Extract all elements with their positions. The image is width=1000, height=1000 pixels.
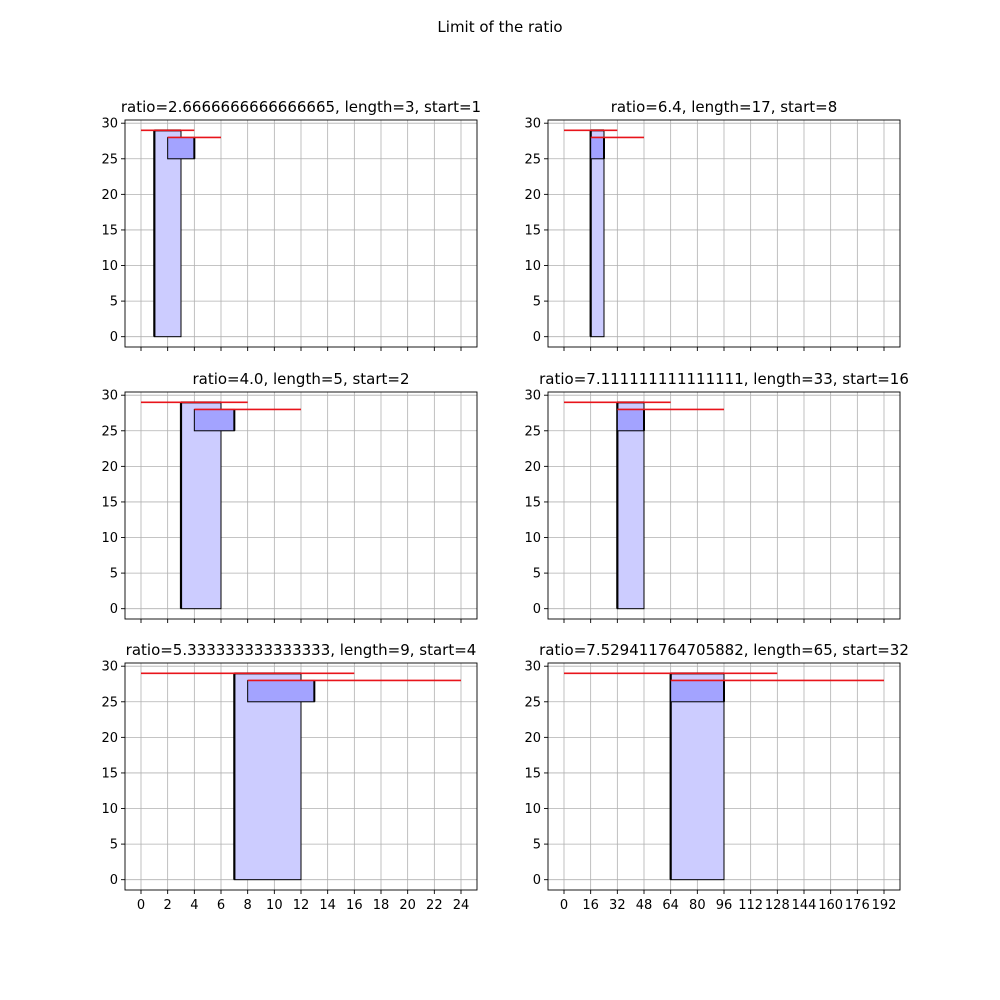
y-tick-label: 15: [524, 766, 541, 781]
y-tick-label: 25: [524, 424, 541, 439]
x-tick-label: 12: [293, 898, 310, 913]
y-tick-label: 25: [524, 695, 541, 710]
y-tick-label: 20: [101, 731, 118, 746]
y-tick-label: 20: [524, 731, 541, 746]
x-tick-label: 32: [609, 898, 626, 913]
y-tick-label: 5: [533, 295, 541, 310]
light-bar: [590, 129, 605, 338]
light-bar: [670, 672, 725, 881]
x-tick-label: 24: [453, 898, 470, 913]
y-tick-label: 10: [524, 531, 541, 546]
x-tick-label: 128: [765, 898, 790, 913]
y-tick-label: 15: [101, 223, 118, 238]
dark-bar: [167, 136, 195, 160]
y-tick-label: 30: [524, 660, 541, 675]
y-tick-label: 5: [110, 838, 118, 853]
x-tick-label: 144: [792, 898, 817, 913]
x-tick-label: 16: [582, 898, 599, 913]
light-bar: [233, 672, 302, 881]
x-tick-label: 8: [244, 898, 252, 913]
y-tick-label: 30: [101, 389, 118, 404]
y-tick-label: 15: [101, 766, 118, 781]
x-tick-label: 0: [137, 898, 145, 913]
x-tick-label: 22: [426, 898, 443, 913]
y-tick-label: 20: [524, 460, 541, 475]
x-tick-label: 6: [217, 898, 225, 913]
x-tick-label: 2: [164, 898, 172, 913]
x-tick-label: 64: [662, 898, 679, 913]
dark-bar: [247, 679, 315, 703]
x-tick-label: 0: [560, 898, 568, 913]
y-tick-label: 25: [101, 424, 118, 439]
y-tick-label: 20: [524, 188, 541, 203]
x-tick-label: 80: [689, 898, 706, 913]
subplot-title: ratio=5.333333333333333, length=9, start…: [126, 641, 477, 659]
y-tick-label: 10: [101, 531, 118, 546]
y-tick-label: 5: [110, 295, 118, 310]
y-tick-label: 0: [533, 330, 541, 345]
y-tick-label: 15: [101, 495, 118, 510]
subplot-title: ratio=4.0, length=5, start=2: [192, 370, 409, 388]
y-tick-label: 15: [524, 495, 541, 510]
subplot-2: 0 5 10 15 20 25 30 ratio=6.4, length=17, start=…: [524, 98, 901, 351]
x-tick-label: 20: [399, 898, 416, 913]
y-tick-label: 30: [524, 389, 541, 404]
y-tick-label: 25: [101, 152, 118, 167]
dark-bar: [616, 408, 645, 432]
y-tick-label: 10: [101, 802, 118, 817]
y-tick-label: 20: [101, 188, 118, 203]
y-tick-label: 5: [110, 567, 118, 582]
y-tick-label: 30: [524, 117, 541, 132]
y-tick-label: 0: [533, 602, 541, 617]
figure-suptitle: Limit of the ratio: [437, 18, 562, 36]
dark-bar: [590, 136, 605, 160]
subplot-3: 0 5 10 15 20 25 30 ratio=4.0, length=5, start=2: [101, 370, 478, 623]
y-tick-label: 10: [524, 802, 541, 817]
subplot-title: ratio=7.529411764705882, length=65, star…: [539, 641, 909, 659]
light-bar: [153, 129, 182, 338]
y-tick-label: 0: [110, 330, 118, 345]
dark-bar: [193, 408, 235, 432]
y-tick-label: 10: [101, 259, 118, 274]
y-tick-label: 30: [101, 660, 118, 675]
x-tick-label: 96: [716, 898, 733, 913]
y-tick-label: 0: [110, 873, 118, 888]
y-tick-label: 15: [524, 223, 541, 238]
y-tick-label: 5: [533, 567, 541, 582]
y-tick-label: 0: [533, 873, 541, 888]
light-bar: [180, 401, 222, 610]
y-tick-label: 5: [533, 838, 541, 853]
x-tick-label: 4: [190, 898, 198, 913]
dark-bar: [670, 679, 725, 703]
y-tick-label: 25: [101, 695, 118, 710]
subplot-6: 0 5 10 15 20 25 30 0 16 32 48 64 80 96 112 128 144 160 176…: [524, 641, 908, 913]
y-tick-label: 30: [101, 117, 118, 132]
subplot-title: ratio=6.4, length=17, start=8: [611, 98, 838, 116]
x-tick-label: 16: [346, 898, 363, 913]
y-tick-label: 25: [524, 152, 541, 167]
x-tick-label: 160: [818, 898, 843, 913]
light-bar: [616, 401, 645, 610]
x-tick-label: 112: [738, 898, 763, 913]
x-tick-label: 176: [845, 898, 870, 913]
x-tick-label: 14: [319, 898, 336, 913]
x-tick-label: 18: [373, 898, 390, 913]
y-tick-label: 10: [524, 259, 541, 274]
subplot-title: ratio=2.6666666666666665, length=3, star…: [121, 98, 481, 116]
y-tick-label: 0: [110, 602, 118, 617]
y-tick-label: 20: [101, 460, 118, 475]
x-tick-label: 10: [266, 898, 283, 913]
x-tick-label: 48: [636, 898, 653, 913]
subplot-title: ratio=7.111111111111111, length=33, star…: [539, 370, 909, 388]
x-tick-label: 192: [872, 898, 897, 913]
